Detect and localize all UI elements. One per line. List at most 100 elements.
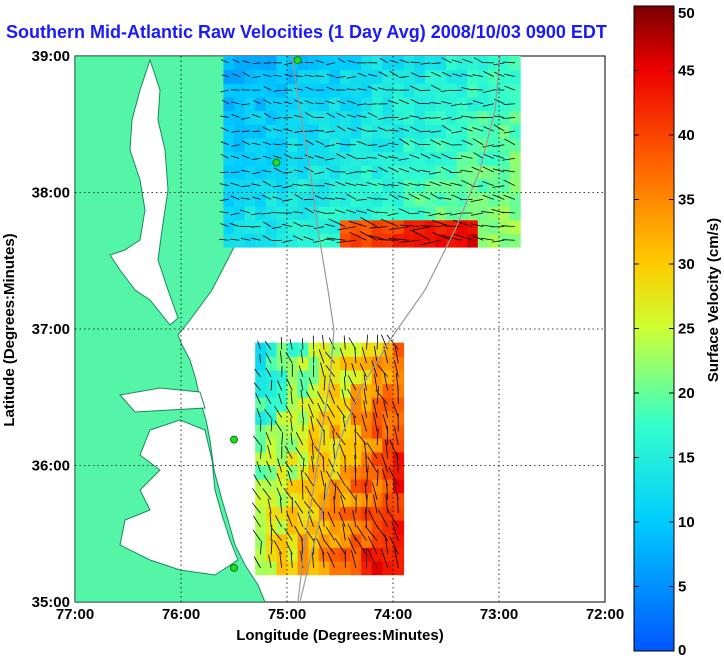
velocity-arrow [232,73,240,77]
velocity-arrow [303,224,314,228]
velocity-arrow [366,156,378,159]
velocity-cell [350,206,362,221]
velocity-cell [371,342,383,357]
velocity-arrow [219,211,229,214]
velocity-arrow [431,62,441,65]
velocity-cell [318,137,330,153]
velocity-arrow [429,171,441,175]
velocity-cell [509,192,521,207]
velocity-cell [382,219,394,234]
velocity-arrow [376,468,379,486]
velocity-arrow [361,414,367,432]
velocity-arrow [419,117,431,120]
velocity-cell [329,520,341,535]
velocity-arrow [315,140,325,146]
velocity-arrow [393,481,399,500]
velocity-arrow [335,209,346,214]
bathymetry-contours [291,56,501,602]
velocity-arrow [354,347,357,364]
velocity-arrow [410,126,420,132]
velocity-cell [276,492,288,507]
velocity-cell [287,124,299,139]
velocity-arrow [315,60,325,64]
velocity-arrow [279,350,283,364]
velocity-cell [329,151,341,166]
velocity-arrow [483,70,494,77]
velocity-arrow [348,220,367,228]
velocity-arrow [473,152,484,159]
velocity-cell [340,192,352,207]
velocity-cell [361,233,373,248]
velocity-arrow [398,157,409,161]
velocity-cell [371,96,383,112]
velocity-arrow [325,130,335,133]
velocity-cell [477,219,489,234]
velocity-arrow [389,70,399,77]
velocity-cell [297,533,309,548]
velocity-cell [371,533,383,548]
velocity-arrow [348,337,357,350]
velocity-cell [350,83,362,98]
x-tick-label: 72:00 [586,606,624,623]
velocity-cell [393,192,405,207]
velocity-arrow [220,153,229,159]
velocity-cell [488,233,500,248]
velocity-cell [265,110,277,125]
velocity-cell [393,219,405,234]
velocity-cell [234,178,246,193]
velocity-arrow [343,335,346,350]
velocity-cell [393,206,405,221]
velocity-arrow [439,197,452,200]
velocity-arrow [394,345,399,364]
velocity-arrow [277,380,283,391]
velocity-cell [234,96,246,112]
velocity-cell [499,165,511,180]
velocity-cell [276,369,288,385]
velocity-cell [424,219,436,234]
velocity-cell [329,506,341,521]
velocity-cell [340,561,352,576]
velocity-arrow [304,154,314,159]
velocity-cell [350,479,362,494]
colorbar-tick-label: 45 [678,63,695,80]
velocity-arrow [314,171,325,175]
velocity-arrow [430,102,441,105]
velocity-cell [308,137,320,153]
velocity-cell [499,96,511,112]
velocity-cell [403,219,415,234]
velocity-cell [361,124,373,139]
velocity-cell [329,96,341,112]
colorbar-label: Surface Velocity (cm/s) [705,218,722,382]
velocity-cell [329,356,341,371]
velocity-cell [446,219,458,234]
velocity-cell [287,137,299,153]
velocity-arrow [339,347,346,364]
velocity-arrow [363,441,367,459]
velocity-arrow [241,154,251,159]
velocity-cell [308,397,320,412]
velocity-cell [446,178,458,193]
velocity-arrow [346,485,357,500]
velocity-arrow [461,139,473,146]
velocity-arrow [252,515,261,528]
velocity-cell [499,151,511,166]
velocity-arrow [399,224,420,228]
velocity-cell [223,178,235,193]
velocity-cell [318,342,330,357]
velocity-arrow [335,197,346,200]
velocity-arrow [269,512,272,527]
velocity-arrow [221,59,229,64]
velocity-cell [467,206,479,221]
velocity-cell [393,96,405,112]
velocity-cell [477,233,489,248]
velocity-cell [393,492,405,507]
velocity-arrow [231,144,240,147]
velocity-arrow [398,117,409,121]
velocity-arrow [347,60,357,64]
velocity-cell [350,438,362,453]
velocity-cell [361,465,373,480]
velocity-arrow [240,197,250,200]
velocity-arrow [368,73,378,77]
velocity-arrow [366,182,378,187]
velocity-cell [297,424,309,439]
